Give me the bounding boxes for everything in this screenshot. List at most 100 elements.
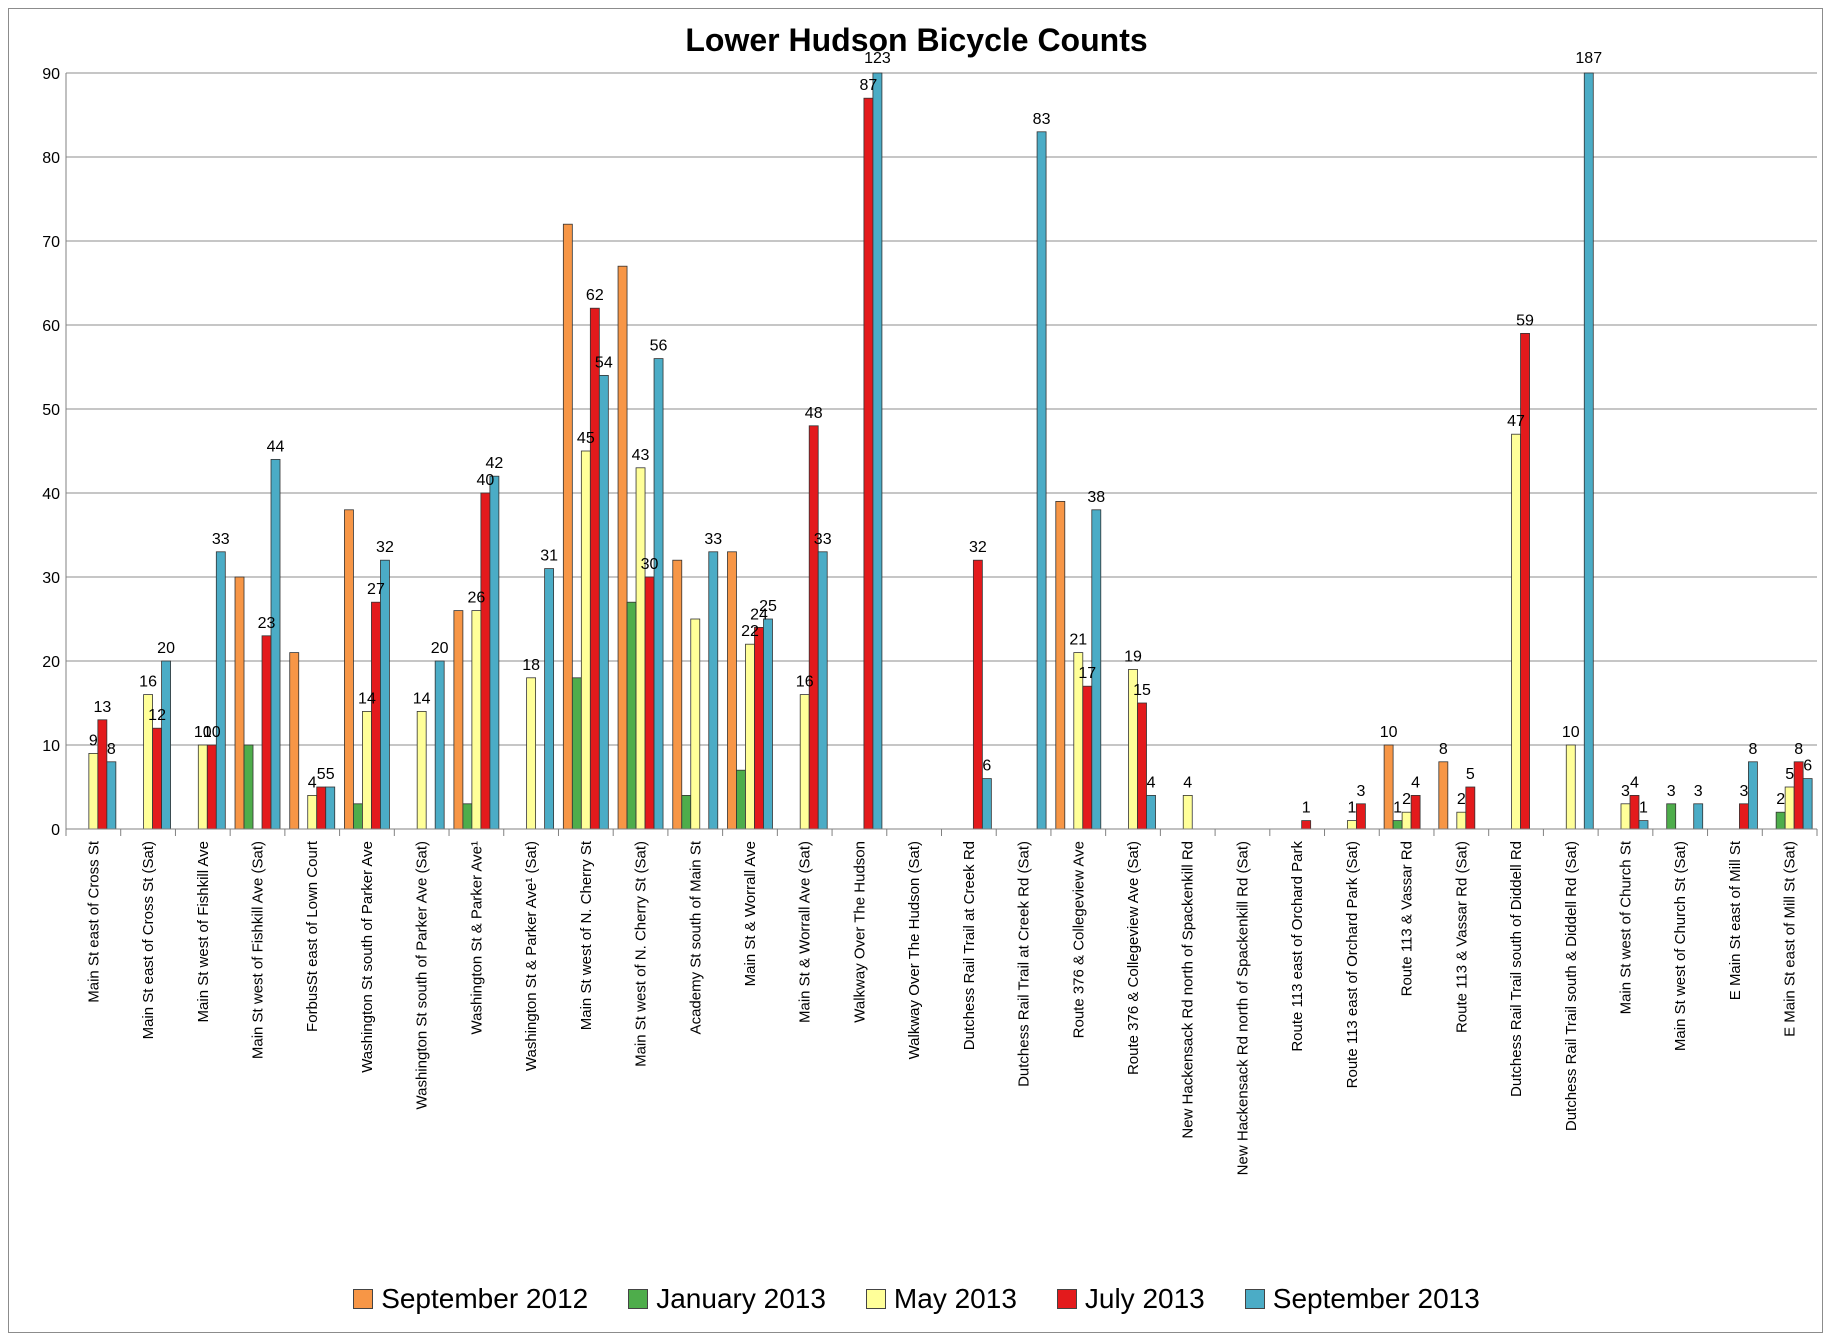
legend-swatch — [353, 1289, 374, 1309]
bar — [1301, 820, 1312, 830]
data-label: 56 — [650, 338, 668, 355]
data-label: 4 — [1630, 774, 1639, 791]
bar — [362, 711, 372, 830]
bar — [1036, 131, 1047, 830]
legend-item: July 2013 — [1056, 1283, 1205, 1315]
bar — [316, 786, 327, 830]
category-label: Walkway Over The Hudson (Sat) — [906, 841, 923, 1059]
y-tick-label: 50 — [42, 402, 60, 419]
category-label: ForbusSt east of Lown Court — [304, 840, 321, 1032]
bar — [489, 475, 500, 830]
data-label: 14 — [413, 690, 431, 707]
data-label: 62 — [586, 287, 604, 304]
category-label: Main St west of N. Cherry St — [578, 840, 595, 1030]
bar — [261, 635, 272, 830]
data-label: 2 — [1457, 791, 1466, 808]
bar — [1565, 744, 1576, 830]
bar — [617, 265, 628, 830]
axes: 0 10 20 30 40 50 60 70 80 90 Main St east of Cross… — [42, 66, 1818, 1175]
bar — [1392, 820, 1403, 830]
data-label: 54 — [595, 354, 613, 371]
legend-label: May 2013 — [893, 1283, 1017, 1314]
bar — [681, 795, 692, 830]
y-tick-label: 80 — [42, 150, 60, 167]
bar — [1465, 786, 1476, 830]
category-label: Main St east of Cross St (Sat) — [140, 841, 157, 1039]
category-label: Main St west of N. Cherry St (Sat) — [633, 841, 650, 1067]
bar — [1355, 803, 1366, 830]
data-label: 20 — [157, 640, 175, 657]
bar — [416, 711, 427, 830]
data-label: 44 — [267, 438, 285, 455]
bar — [325, 786, 336, 830]
data-label: 32 — [969, 539, 987, 556]
category-label: Main St west of Fishkill Ave (Sat) — [250, 841, 267, 1059]
category-label: Route 113 & Vassar Rd — [1399, 841, 1416, 996]
bar — [1137, 702, 1147, 830]
data-label: 22 — [741, 623, 759, 640]
data-label: 32 — [376, 539, 394, 556]
bar — [215, 551, 226, 830]
gridlines — [66, 72, 1817, 830]
bar — [863, 97, 874, 830]
bar — [1346, 820, 1357, 830]
bar — [626, 601, 637, 830]
bar — [344, 509, 354, 830]
bar — [736, 769, 746, 830]
data-label: 24 — [750, 606, 768, 623]
bar — [644, 576, 655, 830]
category-label: New Hackensack Rd north of Spackenkill R… — [1180, 841, 1197, 1139]
data-label: 87 — [860, 77, 878, 94]
data-label: 23 — [258, 615, 276, 632]
bar — [471, 610, 482, 830]
bar — [380, 559, 390, 830]
data-label: 6 — [1803, 758, 1812, 775]
data-label: 38 — [1087, 489, 1105, 506]
data-label: 83 — [1033, 111, 1051, 128]
data-label: 45 — [577, 430, 595, 447]
bar — [1748, 761, 1758, 830]
data-label: 16 — [796, 674, 814, 691]
category-label: Route 376 & Collegeview Ave (Sat) — [1125, 841, 1142, 1075]
bar — [872, 72, 883, 830]
data-label: 18 — [522, 657, 540, 674]
data-label: 5 — [317, 766, 326, 783]
bar — [234, 576, 245, 830]
bar — [106, 761, 117, 830]
bar — [1520, 332, 1530, 830]
legend: September 2012 January 2013 May 2013 July 2… — [0, 1283, 1833, 1315]
bar — [1620, 803, 1631, 830]
bar — [1082, 685, 1093, 830]
data-label: 33 — [704, 531, 722, 548]
legend-swatch — [1244, 1289, 1265, 1309]
data-label: 3 — [1694, 783, 1703, 800]
category-label: Washington St south of Parker Ave — [359, 841, 376, 1073]
data-label: 1 — [1302, 800, 1311, 817]
bar — [1638, 820, 1649, 830]
bar — [197, 744, 208, 830]
category-label: Route 113 & Vassar Rd (Sat) — [1453, 841, 1470, 1033]
data-label: 33 — [212, 531, 230, 548]
data-label: 5 — [1466, 766, 1475, 783]
data-label: 3 — [1739, 783, 1748, 800]
category-label: Main St west of Church St — [1617, 840, 1634, 1014]
data-label: 27 — [367, 581, 385, 598]
bar — [1182, 795, 1193, 830]
legend-item: January 2013 — [628, 1283, 826, 1315]
bar — [580, 450, 591, 830]
chart-title: Lower Hudson Bicycle Counts — [685, 22, 1148, 58]
category-label: Washington St & Parker Ave¹ (Sat) — [523, 841, 540, 1071]
bar — [526, 677, 537, 830]
bar — [88, 753, 99, 830]
bar — [672, 559, 683, 830]
bar — [453, 610, 464, 830]
data-label: 10 — [194, 724, 212, 741]
data-label: 43 — [632, 447, 650, 464]
bar — [206, 744, 217, 830]
bar — [763, 618, 773, 830]
bars — [88, 72, 1813, 830]
data-label: 30 — [641, 556, 659, 573]
data-label: 8 — [1439, 741, 1448, 758]
